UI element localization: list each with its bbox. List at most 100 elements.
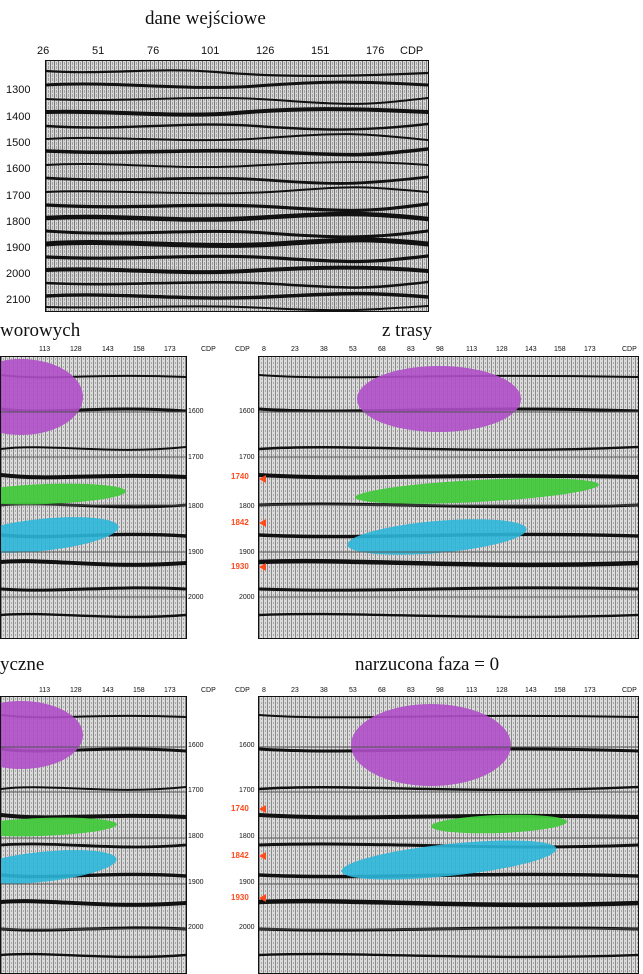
panel-bottom-right-y-tick: 1900 — [239, 879, 255, 886]
panel-bottom-left-y-tick: 1700 — [188, 787, 204, 794]
main-y-tick: 1500 — [6, 137, 31, 149]
red-tick-1740: 1740 — [231, 804, 249, 813]
panel-top-right-x-tick: 68 — [378, 346, 386, 353]
panel-top-left-x-tick: 173 — [164, 346, 176, 353]
panel-top-right-x-tick: 128 — [496, 346, 508, 353]
panel-top-right-x-tick: 158 — [554, 346, 566, 353]
red-tick-1930: 1930 — [231, 562, 249, 571]
panel-bottom-right-x-unit: CDP — [622, 687, 637, 694]
seismic-panel-bottom-left — [0, 696, 187, 974]
panel-top-right-y-tick: 2000 — [239, 594, 255, 601]
panel-title-bottom-left: yczne — [0, 654, 45, 675]
main-panel-title: dane wejściowe — [145, 8, 266, 29]
seismic-panel-bottom-right — [258, 696, 639, 974]
panel-top-left-x-tick: 128 — [70, 346, 82, 353]
panel-bottom-right-x-tick: 113 — [466, 687, 478, 694]
main-x-unit: CDP — [400, 45, 424, 57]
panel-bottom-right-x-tick: 143 — [525, 687, 537, 694]
main-seismic-section — [45, 60, 429, 312]
panel-bottom-right-x-tick: 128 — [496, 687, 508, 694]
red-tick-1740: 1740 — [231, 472, 249, 481]
panel-bottom-left-x-unit: CDP — [201, 687, 216, 694]
panel-top-left-y-tick: 1700 — [188, 454, 204, 461]
panel-top-left-y-tick: 2000 — [188, 594, 204, 601]
main-y-tick: 1800 — [6, 216, 31, 228]
panel-top-left-y-tick: 1600 — [188, 408, 204, 415]
anomaly-cyan — [347, 519, 527, 555]
panel-top-left-y-tick: 1800 — [188, 503, 204, 510]
panel-top-right-x-tick: 83 — [407, 346, 415, 353]
panel-bottom-left-x-tick: 113 — [39, 687, 51, 694]
panel-bottom-right-x-tick: 173 — [584, 687, 596, 694]
anomaly-cyan — [1, 517, 119, 553]
panel-top-right-x-tick: 38 — [320, 346, 328, 353]
panel-bottom-left-x-tick: 128 — [70, 687, 82, 694]
panel-top-right-x-tick: 173 — [584, 346, 596, 353]
seismic-panel-top-left — [0, 356, 187, 639]
panel-top-right-x-tick: 53 — [349, 346, 357, 353]
anomaly-green — [431, 814, 567, 834]
panel-top-right-x-tick: 23 — [291, 346, 299, 353]
panel-top-left-y-tick: 1900 — [188, 549, 204, 556]
panel-bottom-left-x-tick: 173 — [164, 687, 176, 694]
red-tick-1842: 1842 — [231, 851, 249, 860]
anomaly-green — [1, 483, 126, 505]
panel-bottom-right-y-tick: 1700 — [239, 787, 255, 794]
anomaly-purple — [357, 366, 521, 432]
panel-bottom-left-x-tick: 158 — [133, 687, 145, 694]
panel-bottom-right-x-tick: 158 — [554, 687, 566, 694]
panel-top-right-x-unit: CDP — [622, 346, 637, 353]
panel-bottom-left-y-tick: 1900 — [188, 879, 204, 886]
main-y-tick: 1300 — [6, 84, 31, 96]
main-x-tick: 51 — [92, 45, 105, 57]
main-y-tick: 1600 — [6, 163, 31, 175]
panel-bottom-right-x-tick: 98 — [436, 687, 444, 694]
panel-bottom-right-y-tick: 2000 — [239, 924, 255, 931]
seismic-panel-top-right — [258, 356, 639, 639]
anomaly-green — [1, 817, 117, 837]
panel-bottom-left-x-tick: 143 — [102, 687, 114, 694]
panel-bottom-right-x-tick: 8 — [262, 687, 266, 694]
main-x-tick: 26 — [37, 45, 50, 57]
panel-top-right-x-tick: 98 — [436, 346, 444, 353]
main-x-tick: 76 — [147, 45, 160, 57]
main-x-tick: 176 — [366, 45, 385, 57]
panel-bottom-right-y-tick: 1800 — [239, 833, 255, 840]
panel-bottom-left-y-tick: 1800 — [188, 833, 204, 840]
main-y-tick: 1400 — [6, 111, 31, 123]
panel-top-right-y-tick: 1900 — [239, 549, 255, 556]
panel-top-right-x-tick: 113 — [466, 346, 478, 353]
main-y-tick: 1900 — [6, 242, 31, 254]
panel-title-top-right: z trasy — [382, 320, 433, 341]
main-x-tick: 151 — [311, 45, 330, 57]
panel-bottom-right-x-tick: 23 — [291, 687, 299, 694]
anomaly-green — [355, 478, 599, 504]
panel-top-right-x-tick: CDP — [235, 346, 250, 353]
anomaly-cyan — [1, 850, 117, 884]
panel-top-right-y-tick: 1800 — [239, 503, 255, 510]
panel-top-right-y-tick: 1700 — [239, 454, 255, 461]
red-tick-1930: 1930 — [231, 893, 249, 902]
anomaly-purple — [1, 359, 83, 435]
panel-top-right-x-tick: 143 — [525, 346, 537, 353]
panel-bottom-right-x-tick: 38 — [320, 687, 328, 694]
main-x-tick: 101 — [201, 45, 220, 57]
main-y-tick: 2100 — [6, 294, 31, 306]
panel-bottom-left-y-tick: 2000 — [188, 924, 204, 931]
anomaly-cyan — [341, 840, 557, 880]
panel-top-right-x-tick: 8 — [262, 346, 266, 353]
panel-bottom-right-x-tick: 83 — [407, 687, 415, 694]
panel-bottom-left-y-tick: 1600 — [188, 742, 204, 749]
panel-top-left-x-unit: CDP — [201, 346, 216, 353]
red-tick-1842: 1842 — [231, 518, 249, 527]
main-x-tick: 126 — [256, 45, 275, 57]
panel-bottom-right-y-tick: 1600 — [239, 742, 255, 749]
panel-title-top-left: worowych — [0, 320, 81, 341]
main-y-tick: 1700 — [6, 190, 31, 202]
anomaly-purple — [1, 701, 83, 769]
panel-bottom-right-x-tick: CDP — [235, 687, 250, 694]
panel-title-bottom-right: narzucona faza = 0 — [355, 654, 500, 675]
panel-bottom-right-x-tick: 53 — [349, 687, 357, 694]
panel-top-left-x-tick: 158 — [133, 346, 145, 353]
panel-top-left-x-tick: 143 — [102, 346, 114, 353]
